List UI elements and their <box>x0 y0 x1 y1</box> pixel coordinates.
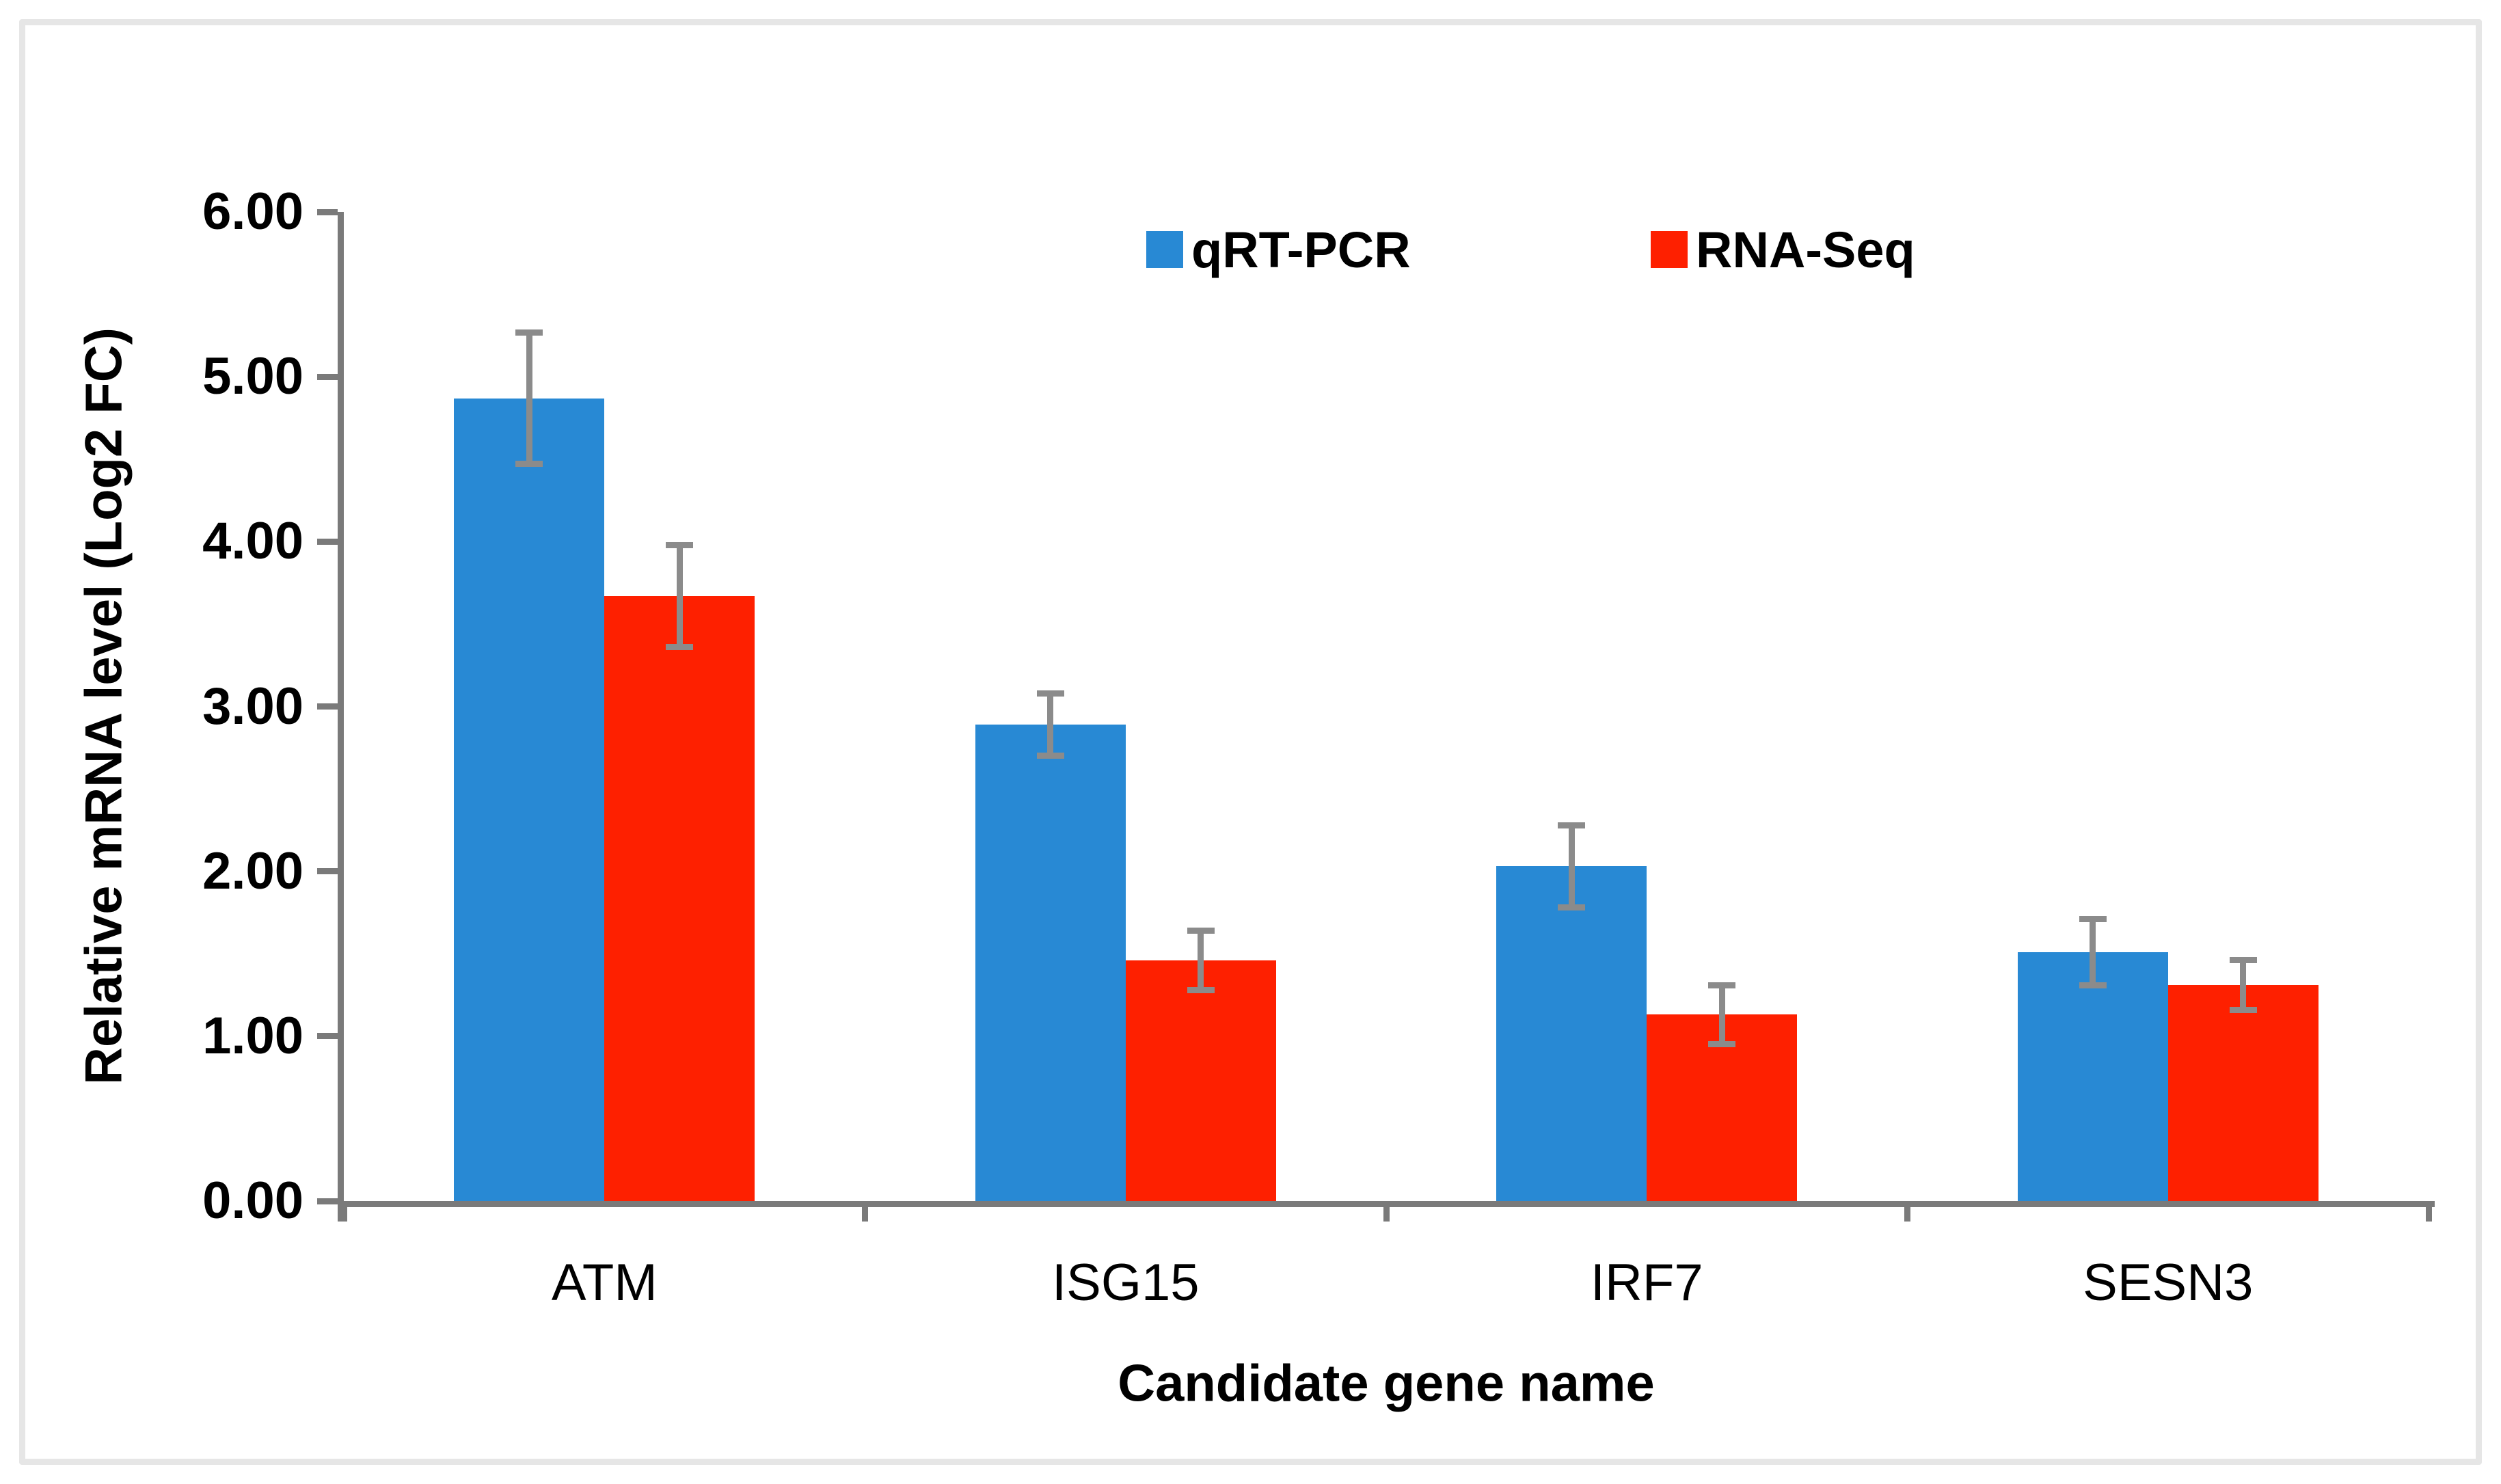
y-tick-5-00 <box>317 373 338 380</box>
error-bar-cap-top-qrt-pcr-isg15 <box>1036 690 1064 697</box>
error-bar-cap-bottom-qrt-pcr-sesn3 <box>2079 982 2107 988</box>
error-bar-line-rna-seq-atm <box>676 545 683 647</box>
error-bar-line-rna-seq-irf7 <box>1718 985 1725 1044</box>
y-tick-1-00 <box>317 1033 338 1040</box>
bar-rna-seq-atm <box>604 595 755 1201</box>
y-tick-label-5-00: 5.00 <box>202 347 303 406</box>
legend-swatch-rna-seq <box>1651 231 1688 268</box>
y-tick-label-4-00: 4.00 <box>202 512 303 571</box>
error-bar-cap-top-rna-seq-isg15 <box>1187 927 1215 934</box>
error-bar-line-qrt-pcr-isg15 <box>1047 693 1054 756</box>
category-label-atm: ATM <box>551 1254 658 1312</box>
error-bar-cap-top-qrt-pcr-atm <box>515 329 543 336</box>
error-bar-line-qrt-pcr-sesn3 <box>2090 919 2096 986</box>
error-bar-cap-bottom-rna-seq-isg15 <box>1187 986 1215 993</box>
bar-rna-seq-isg15 <box>1125 960 1276 1201</box>
x-tick-4 <box>2425 1201 2432 1222</box>
error-bar-cap-bottom-rna-seq-atm <box>666 644 694 651</box>
bar-qrt-pcr-isg15 <box>975 725 1126 1201</box>
error-bar-line-rna-seq-sesn3 <box>2240 960 2247 1010</box>
category-label-sesn3: SESN3 <box>2083 1254 2254 1312</box>
y-tick-label-2-00: 2.00 <box>202 841 303 900</box>
y-tick-3-00 <box>317 703 338 710</box>
x-tick-2 <box>1383 1201 1390 1222</box>
x-axis-title: Candidate gene name <box>1118 1354 1655 1413</box>
error-bar-line-rna-seq-isg15 <box>1198 930 1204 990</box>
error-bar-cap-bottom-rna-seq-irf7 <box>1708 1041 1736 1048</box>
error-bar-cap-bottom-qrt-pcr-atm <box>515 461 543 468</box>
error-bar-cap-bottom-rna-seq-sesn3 <box>2229 1006 2257 1013</box>
error-bar-cap-top-rna-seq-atm <box>666 541 694 548</box>
x-tick-3 <box>1904 1201 1910 1222</box>
legend-swatch-qrt-pcr <box>1146 231 1183 268</box>
error-bar-cap-bottom-qrt-pcr-irf7 <box>1558 904 1586 911</box>
y-axis-title: Relative mRNA level (Log2 FC) <box>75 327 133 1085</box>
x-tick-0 <box>340 1201 347 1222</box>
error-bar-cap-top-rna-seq-sesn3 <box>2229 957 2257 964</box>
bar-rna-seq-sesn3 <box>2167 985 2319 1201</box>
category-label-isg15: ISG15 <box>1052 1254 1200 1312</box>
y-tick-2-00 <box>317 868 338 875</box>
figure-frame <box>19 19 2482 1465</box>
y-tick-label-0-00: 0.00 <box>202 1172 303 1230</box>
legend-label-qrt-pcr: qRT-PCR <box>1191 221 1411 278</box>
y-axis-line <box>338 212 344 1222</box>
error-bar-cap-top-qrt-pcr-irf7 <box>1558 822 1586 828</box>
y-tick-label-3-00: 3.00 <box>202 677 303 736</box>
bar-qrt-pcr-sesn3 <box>2017 952 2168 1201</box>
y-tick-label-6-00: 6.00 <box>202 183 303 241</box>
error-bar-cap-top-rna-seq-irf7 <box>1708 982 1736 988</box>
error-bar-cap-top-qrt-pcr-sesn3 <box>2079 916 2107 923</box>
category-label-irf7: IRF7 <box>1590 1254 1703 1312</box>
error-bar-cap-bottom-qrt-pcr-isg15 <box>1036 753 1064 759</box>
legend-label-rna-seq: RNA-Seq <box>1696 221 1915 278</box>
y-tick-4-00 <box>317 538 338 545</box>
error-bar-line-qrt-pcr-atm <box>526 332 532 464</box>
error-bar-line-qrt-pcr-irf7 <box>1568 825 1575 908</box>
y-tick-0-00 <box>317 1198 338 1204</box>
y-tick-label-1-00: 1.00 <box>202 1006 303 1065</box>
x-tick-1 <box>862 1201 868 1222</box>
bar-qrt-pcr-atm <box>454 398 605 1201</box>
bar-qrt-pcr-irf7 <box>1496 866 1647 1201</box>
y-tick-6-00 <box>317 208 338 215</box>
